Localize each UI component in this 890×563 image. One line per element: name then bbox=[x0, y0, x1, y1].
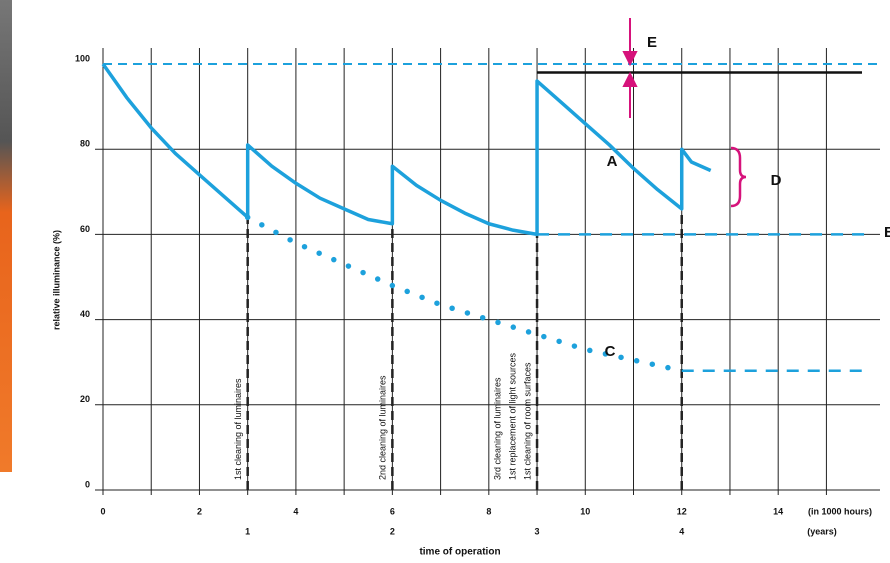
annotation-b: B bbox=[884, 224, 890, 241]
x2-tick-label: 3 bbox=[535, 526, 540, 536]
x-tick-label: 0 bbox=[100, 506, 105, 516]
x-tick-label: 12 bbox=[677, 506, 687, 516]
x-tick-label: 2 bbox=[197, 506, 202, 516]
event-label: 1st replacement of light sources bbox=[507, 352, 517, 480]
x-tick-label: 4 bbox=[293, 506, 298, 516]
arrow-head bbox=[624, 74, 636, 86]
x-tick-label: 14 bbox=[773, 506, 783, 516]
y-tick-label: 40 bbox=[80, 309, 90, 319]
x2-tick-label: 4 bbox=[679, 526, 684, 536]
event-label: 1st cleaning of room surfaces bbox=[522, 362, 532, 480]
plot: 1st cleaning of luminaires 2nd cleaning o… bbox=[103, 64, 880, 490]
y-tick-label: 80 bbox=[80, 139, 90, 149]
annotation-d: D bbox=[771, 172, 782, 189]
annotation-c: C bbox=[605, 343, 616, 360]
x2-tick-label: 2 bbox=[390, 526, 395, 536]
x-tick-label: 6 bbox=[390, 506, 395, 516]
annotation-a: A bbox=[607, 153, 618, 170]
brace-d bbox=[731, 148, 746, 206]
annotation-e: E bbox=[647, 34, 657, 51]
x-tick-label: 10 bbox=[580, 506, 590, 516]
y-axis-label: relative illuminance (%) bbox=[51, 230, 61, 330]
x2-tick-label: 1 bbox=[245, 526, 250, 536]
page: 020406080100024681012141234 1st cleaning… bbox=[0, 0, 890, 563]
x-unit-label: (in 1000 hours) bbox=[808, 506, 872, 516]
y-tick-label: 20 bbox=[80, 394, 90, 404]
event-label: 2nd cleaning of luminaires bbox=[378, 375, 388, 480]
arrow-head bbox=[624, 52, 636, 64]
x2-unit-label: (years) bbox=[807, 526, 837, 536]
y-tick-label: 0 bbox=[85, 479, 90, 489]
event-label: 1st cleaning of luminaires bbox=[233, 378, 243, 480]
chart: 020406080100024681012141234 1st cleaning… bbox=[0, 0, 890, 563]
photo-strip bbox=[0, 0, 12, 472]
series-dots bbox=[248, 217, 682, 370]
x-tick-label: 8 bbox=[486, 506, 491, 516]
event-label: 3rd cleaning of luminaires bbox=[492, 377, 502, 480]
x-axis-label: time of operation bbox=[419, 547, 500, 558]
e-arrows bbox=[624, 18, 636, 118]
y-tick-label: 60 bbox=[80, 224, 90, 234]
y-tick-label: 100 bbox=[75, 53, 90, 63]
